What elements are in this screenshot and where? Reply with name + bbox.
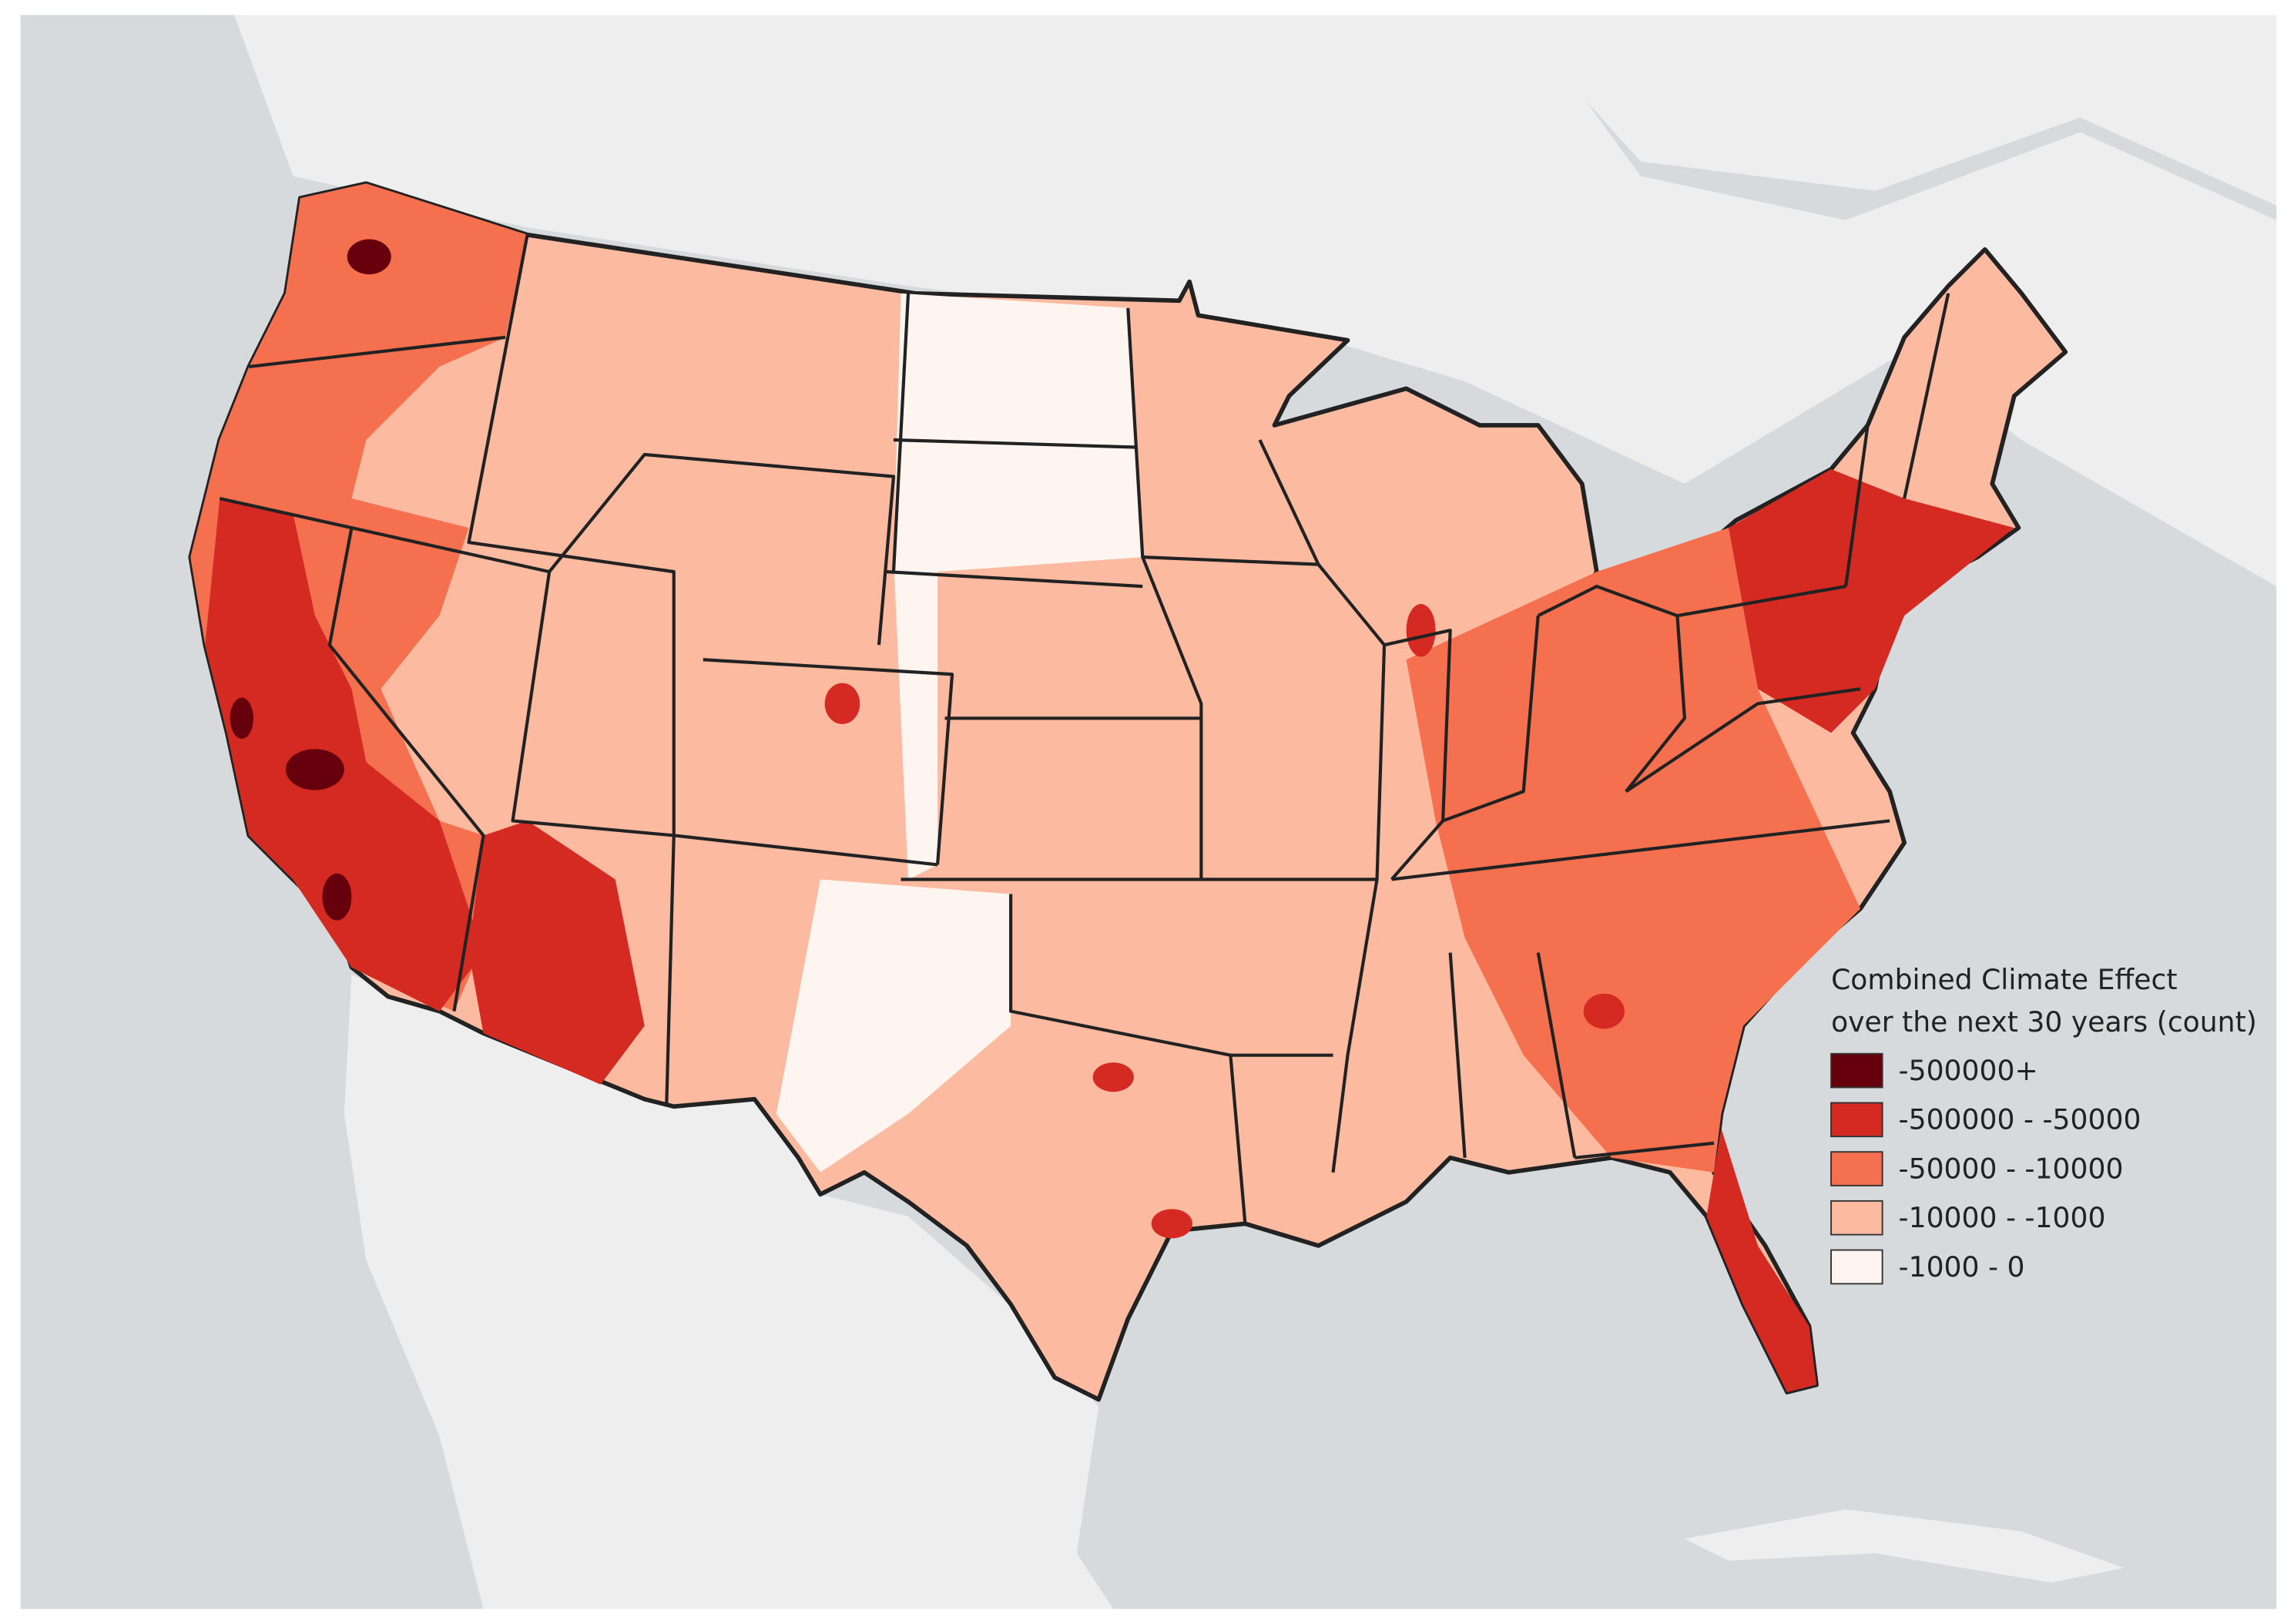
legend-swatch bbox=[1830, 1151, 1883, 1186]
chicago-patch bbox=[1406, 603, 1436, 657]
la-patch bbox=[322, 873, 352, 921]
seattle-patch bbox=[347, 239, 391, 275]
california-patch bbox=[205, 498, 484, 1012]
land-north-east bbox=[1508, 15, 2277, 206]
border bbox=[249, 335, 954, 1107]
legend-label: -500000 - -50000 bbox=[1899, 1103, 2141, 1136]
bay-patch bbox=[230, 697, 253, 739]
legend-swatch bbox=[1830, 1102, 1883, 1138]
plains-patch bbox=[894, 293, 1143, 880]
houston-patch bbox=[1151, 1209, 1192, 1239]
legend-label: -500000+ bbox=[1899, 1054, 2038, 1087]
florida-patch bbox=[1706, 1128, 1817, 1393]
legend-swatch bbox=[1830, 1249, 1883, 1285]
border bbox=[1391, 293, 1950, 1159]
legend-swatch bbox=[1830, 1200, 1883, 1236]
legend-label: -1000 - 0 bbox=[1899, 1250, 2025, 1283]
legend-title: Combined Climate Effect bbox=[1831, 963, 2177, 996]
legend-swatch bbox=[1830, 1052, 1883, 1089]
texas-patch bbox=[776, 879, 1011, 1173]
legend-label: -10000 - -1000 bbox=[1899, 1201, 2106, 1234]
land-north bbox=[234, 15, 2277, 587]
denver-patch bbox=[824, 683, 860, 724]
border bbox=[219, 497, 485, 1012]
atlanta-patch bbox=[1583, 993, 1625, 1029]
border bbox=[886, 293, 1377, 1224]
northeast-patch bbox=[1728, 469, 2014, 733]
legend-title: over the next 30 years (count) bbox=[1831, 1005, 2257, 1038]
border bbox=[1142, 439, 1687, 1173]
land-cuba bbox=[1684, 1509, 2125, 1583]
legend-label: -50000 - -10000 bbox=[1899, 1152, 2124, 1185]
border bbox=[467, 234, 938, 867]
county-patches bbox=[190, 183, 2014, 1393]
arizona-patch bbox=[468, 820, 645, 1085]
legend: Combined Climate Effect over the next 30… bbox=[1830, 963, 2257, 1285]
state-borders bbox=[219, 234, 1950, 1224]
central-ca-patch bbox=[285, 749, 344, 790]
land-mexico bbox=[344, 975, 1114, 1609]
dallas-patch bbox=[1092, 1062, 1134, 1092]
